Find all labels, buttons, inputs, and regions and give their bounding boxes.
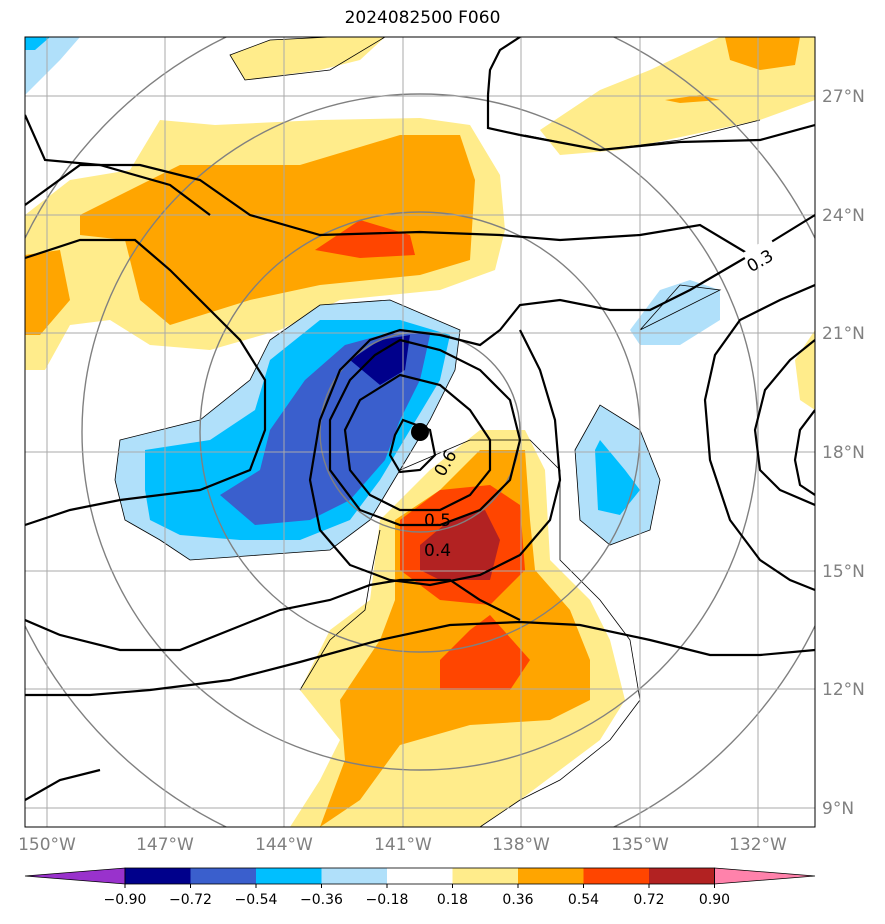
colorbar-tick-label: −0.54 — [235, 892, 278, 908]
colorbar-segment — [387, 868, 453, 884]
colorbar-segment — [321, 868, 388, 884]
lon-tick-label: 141°W — [374, 835, 432, 855]
lon-tick-label: 138°W — [492, 835, 550, 855]
colorbar-tick-label: 0.72 — [633, 892, 664, 908]
lon-tick-label: 135°W — [611, 835, 669, 855]
lon-tick-label: 147°W — [136, 835, 194, 855]
lat-axis: 27°N 24°N 21°N 18°N 15°N 12°N 9°N — [822, 87, 865, 819]
colorbar-extend-low — [24, 867, 126, 885]
colorbar-tick-label: −0.18 — [366, 892, 409, 908]
colorbar-border — [124, 867, 715, 885]
colorbar-segment — [452, 868, 519, 884]
colorbar-segment — [518, 868, 584, 884]
lon-tick-label: 150°W — [18, 835, 76, 855]
map-title: 2024082500 F060 — [344, 8, 501, 28]
lat-tick-label: 18°N — [822, 443, 865, 463]
negative-anomaly-peak — [350, 335, 410, 385]
colorbar-segment — [649, 868, 715, 884]
lat-tick-label: 27°N — [822, 87, 865, 107]
colorbar-extend-high — [714, 867, 816, 885]
colorbar-tick-label: −0.90 — [104, 892, 147, 908]
colorbar-tick-label: 0.90 — [699, 892, 730, 908]
colorbar-segment — [190, 868, 257, 884]
positive-anomaly-peak — [420, 510, 500, 580]
colorbar-tick-label: 0.18 — [437, 892, 468, 908]
colorbar-tick-label: 0.54 — [568, 892, 599, 908]
lon-axis: 150°W 147°W 144°W 141°W 138°W 135°W 132°… — [18, 835, 787, 855]
storm-center-marker — [411, 423, 429, 441]
lon-tick-label: 132°W — [729, 835, 787, 855]
lon-tick-label: 144°W — [255, 835, 313, 855]
value-contours — [25, 37, 815, 801]
lat-tick-label: 21°N — [822, 324, 865, 344]
map-frame — [24, 36, 816, 828]
colorbar-tick-label: −0.36 — [300, 892, 343, 908]
contour-label: 0.5 — [424, 511, 451, 531]
lat-tick-label: 12°N — [822, 680, 865, 700]
map-area — [25, 37, 815, 827]
colorbar-segment — [583, 868, 650, 884]
contour-label: 0.4 — [424, 541, 451, 561]
colorbar-tick-label: −0.72 — [169, 892, 212, 908]
contour-labels: 0.3 0.6 0.5 0.4 — [424, 237, 780, 561]
lat-tick-label: 24°N — [822, 206, 865, 226]
colorbar-segment — [125, 868, 191, 884]
colorbar-segment — [256, 868, 322, 884]
lat-tick-label: 9°N — [822, 799, 854, 819]
colorbar: −0.90 −0.72 −0.54 −0.36 −0.18 0.18 0.36 0.54 0.7… — [24, 867, 816, 908]
colorbar-tick-label: 0.36 — [502, 892, 533, 908]
lat-tick-label: 15°N — [822, 562, 865, 582]
